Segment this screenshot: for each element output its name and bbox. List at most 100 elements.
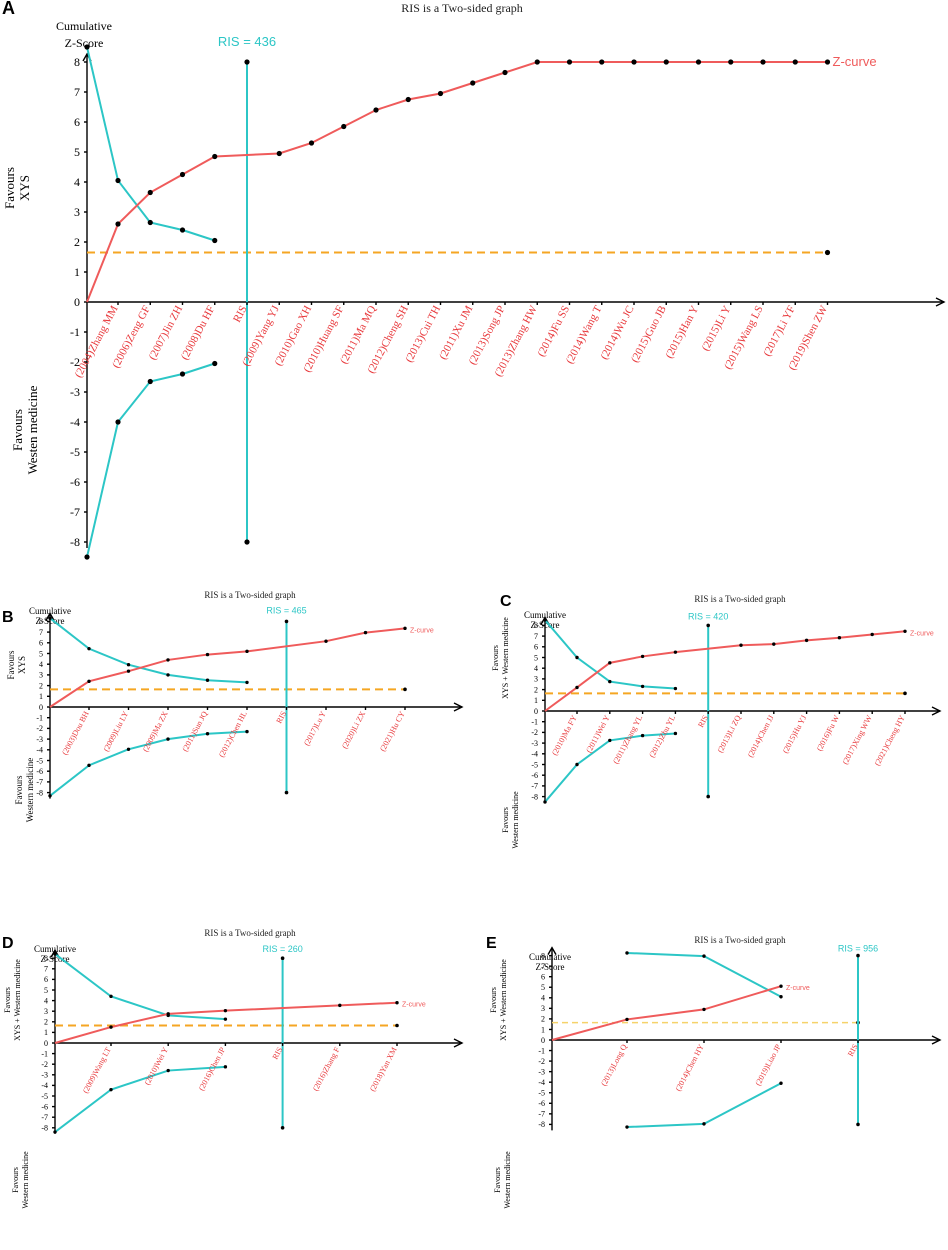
favours-lower-prefix: Favours xyxy=(501,807,510,833)
panel-label: E xyxy=(486,935,497,952)
z-curve-label: Z-curve xyxy=(402,1002,426,1009)
y-tick-label: 6 xyxy=(74,115,80,129)
upper-boundary-line xyxy=(86,46,216,242)
y-tick-label: -8 xyxy=(531,792,538,801)
z-curve-point xyxy=(824,59,831,65)
lower-boundary-point xyxy=(147,378,153,385)
z-curve-point xyxy=(109,1025,113,1029)
lower-boundary-point xyxy=(212,360,218,367)
favours-lower-label: FavoursWestern medicine xyxy=(493,1151,512,1209)
favours-upper-prefix: Favours xyxy=(491,645,500,671)
y-tick-label: -4 xyxy=(41,1081,48,1090)
lower-boundary-point xyxy=(166,1068,170,1073)
z-curve-line xyxy=(49,627,406,708)
y-tick-label: 1 xyxy=(534,696,538,705)
z-curve-point xyxy=(395,1001,399,1005)
y-tick-label: -5 xyxy=(41,1092,48,1101)
z-curve-point xyxy=(276,150,282,157)
y-tick-label: -2 xyxy=(531,728,538,737)
y-tick-label: 4 xyxy=(74,175,80,189)
z-curve-point xyxy=(87,679,91,684)
y-tick-label: -2 xyxy=(41,1060,48,1069)
chart-title: RIS is a Two-sided graph xyxy=(694,935,786,945)
favours-upper-label: FavoursXYS xyxy=(6,650,27,679)
y-tick-label: -2 xyxy=(538,1057,545,1066)
lower-boundary-point xyxy=(608,738,612,743)
z-curve-point xyxy=(324,639,328,643)
y-tick-label: 7 xyxy=(534,632,538,641)
z-curve-point xyxy=(502,69,508,76)
z-curve-point xyxy=(640,654,645,659)
y-axis-label-line2: Z-Score xyxy=(65,36,104,50)
y-tick-label: -7 xyxy=(70,505,80,519)
favours-lower-prefix: Favours xyxy=(14,775,24,804)
study-label: (2021)Hu CY xyxy=(378,710,407,753)
chart-title: RIS is a Two-sided graph xyxy=(694,594,786,604)
z-curve-point xyxy=(870,632,874,637)
y-tick-label: -8 xyxy=(41,1124,48,1133)
y-tick-label: 6 xyxy=(39,639,43,648)
y-tick-label: -4 xyxy=(538,1078,545,1087)
y-tick-label: -5 xyxy=(70,445,80,459)
z-curve-point xyxy=(166,658,170,662)
y-tick-label: 4 xyxy=(534,664,538,673)
y-tick-label: -6 xyxy=(531,771,538,780)
favours-upper-prefix: Favours xyxy=(489,987,498,1013)
z-curve-point xyxy=(903,629,907,633)
chart-title: RIS is a Two-sided graph xyxy=(204,928,296,938)
y-tick-label: 7 xyxy=(39,628,43,637)
y-tick-label: 7 xyxy=(44,965,48,974)
y-tick-label: -3 xyxy=(41,1071,48,1080)
lower-boundary-point xyxy=(109,1087,113,1092)
z-curve-line xyxy=(544,630,906,712)
y-tick-label: -1 xyxy=(531,718,538,727)
y-tick-label: 1 xyxy=(39,692,43,701)
panel-e: E RIS is a Two-sided graph CumulativeZ-Sco… xyxy=(486,935,942,1209)
y-axis-label-line1: Cumulative xyxy=(524,610,566,620)
study-label: (2010)Wei Y xyxy=(143,1046,171,1087)
z-curve-point xyxy=(437,90,444,97)
y-tick-label: 4 xyxy=(39,660,43,669)
ris-top-point xyxy=(244,59,250,65)
y-tick-label: 8 xyxy=(541,951,545,960)
upper-boundary-point xyxy=(640,684,645,689)
lower-boundary-point xyxy=(87,763,91,768)
y-tick-label: 2 xyxy=(44,1018,48,1027)
z-curve-point xyxy=(837,636,842,640)
y-tick-label: 2 xyxy=(534,685,538,694)
study-label: (2017)Li YF xyxy=(761,304,798,359)
y-tick-label: -5 xyxy=(36,756,43,765)
y-tick-label: 6 xyxy=(534,643,538,652)
ris-label: RIS = 420 xyxy=(688,611,728,621)
y-tick-label: -1 xyxy=(36,714,43,723)
study-label: (2009)Liu LY xyxy=(102,710,131,754)
favours-upper-prefix: Favours xyxy=(6,650,16,679)
y-tick-label: 7 xyxy=(541,962,545,971)
y-tick-label: -1 xyxy=(70,325,80,339)
z-curve-point xyxy=(608,661,612,665)
lower-boundary-point xyxy=(179,371,186,377)
chart-title: RIS is a Two-sided graph xyxy=(401,1,523,15)
y-axis-arrow xyxy=(547,946,557,955)
z-curve-point xyxy=(212,153,218,160)
y-tick-label: -1 xyxy=(538,1046,545,1055)
z-curve-point xyxy=(702,1007,706,1012)
y-tick-label: 8 xyxy=(534,621,538,630)
favours-upper-group: XYS xyxy=(17,175,32,201)
significance-end-point xyxy=(824,249,831,256)
upper-boundary-point xyxy=(53,952,57,956)
z-curve-point xyxy=(179,171,186,178)
ris-bottom-point xyxy=(244,539,250,545)
z-curve-point xyxy=(338,1003,342,1008)
upper-boundary-point xyxy=(179,227,186,233)
z-curve-point xyxy=(599,59,605,65)
lower-boundary-point xyxy=(779,1081,783,1085)
y-tick-label: 2 xyxy=(74,235,80,249)
y-tick-label: -5 xyxy=(538,1089,545,1098)
lower-boundary-point xyxy=(702,1122,706,1126)
upper-boundary-point xyxy=(702,954,706,958)
ris-label: RIS = 465 xyxy=(266,605,306,615)
favours-upper-group: XYS + Western medicine xyxy=(13,959,22,1041)
